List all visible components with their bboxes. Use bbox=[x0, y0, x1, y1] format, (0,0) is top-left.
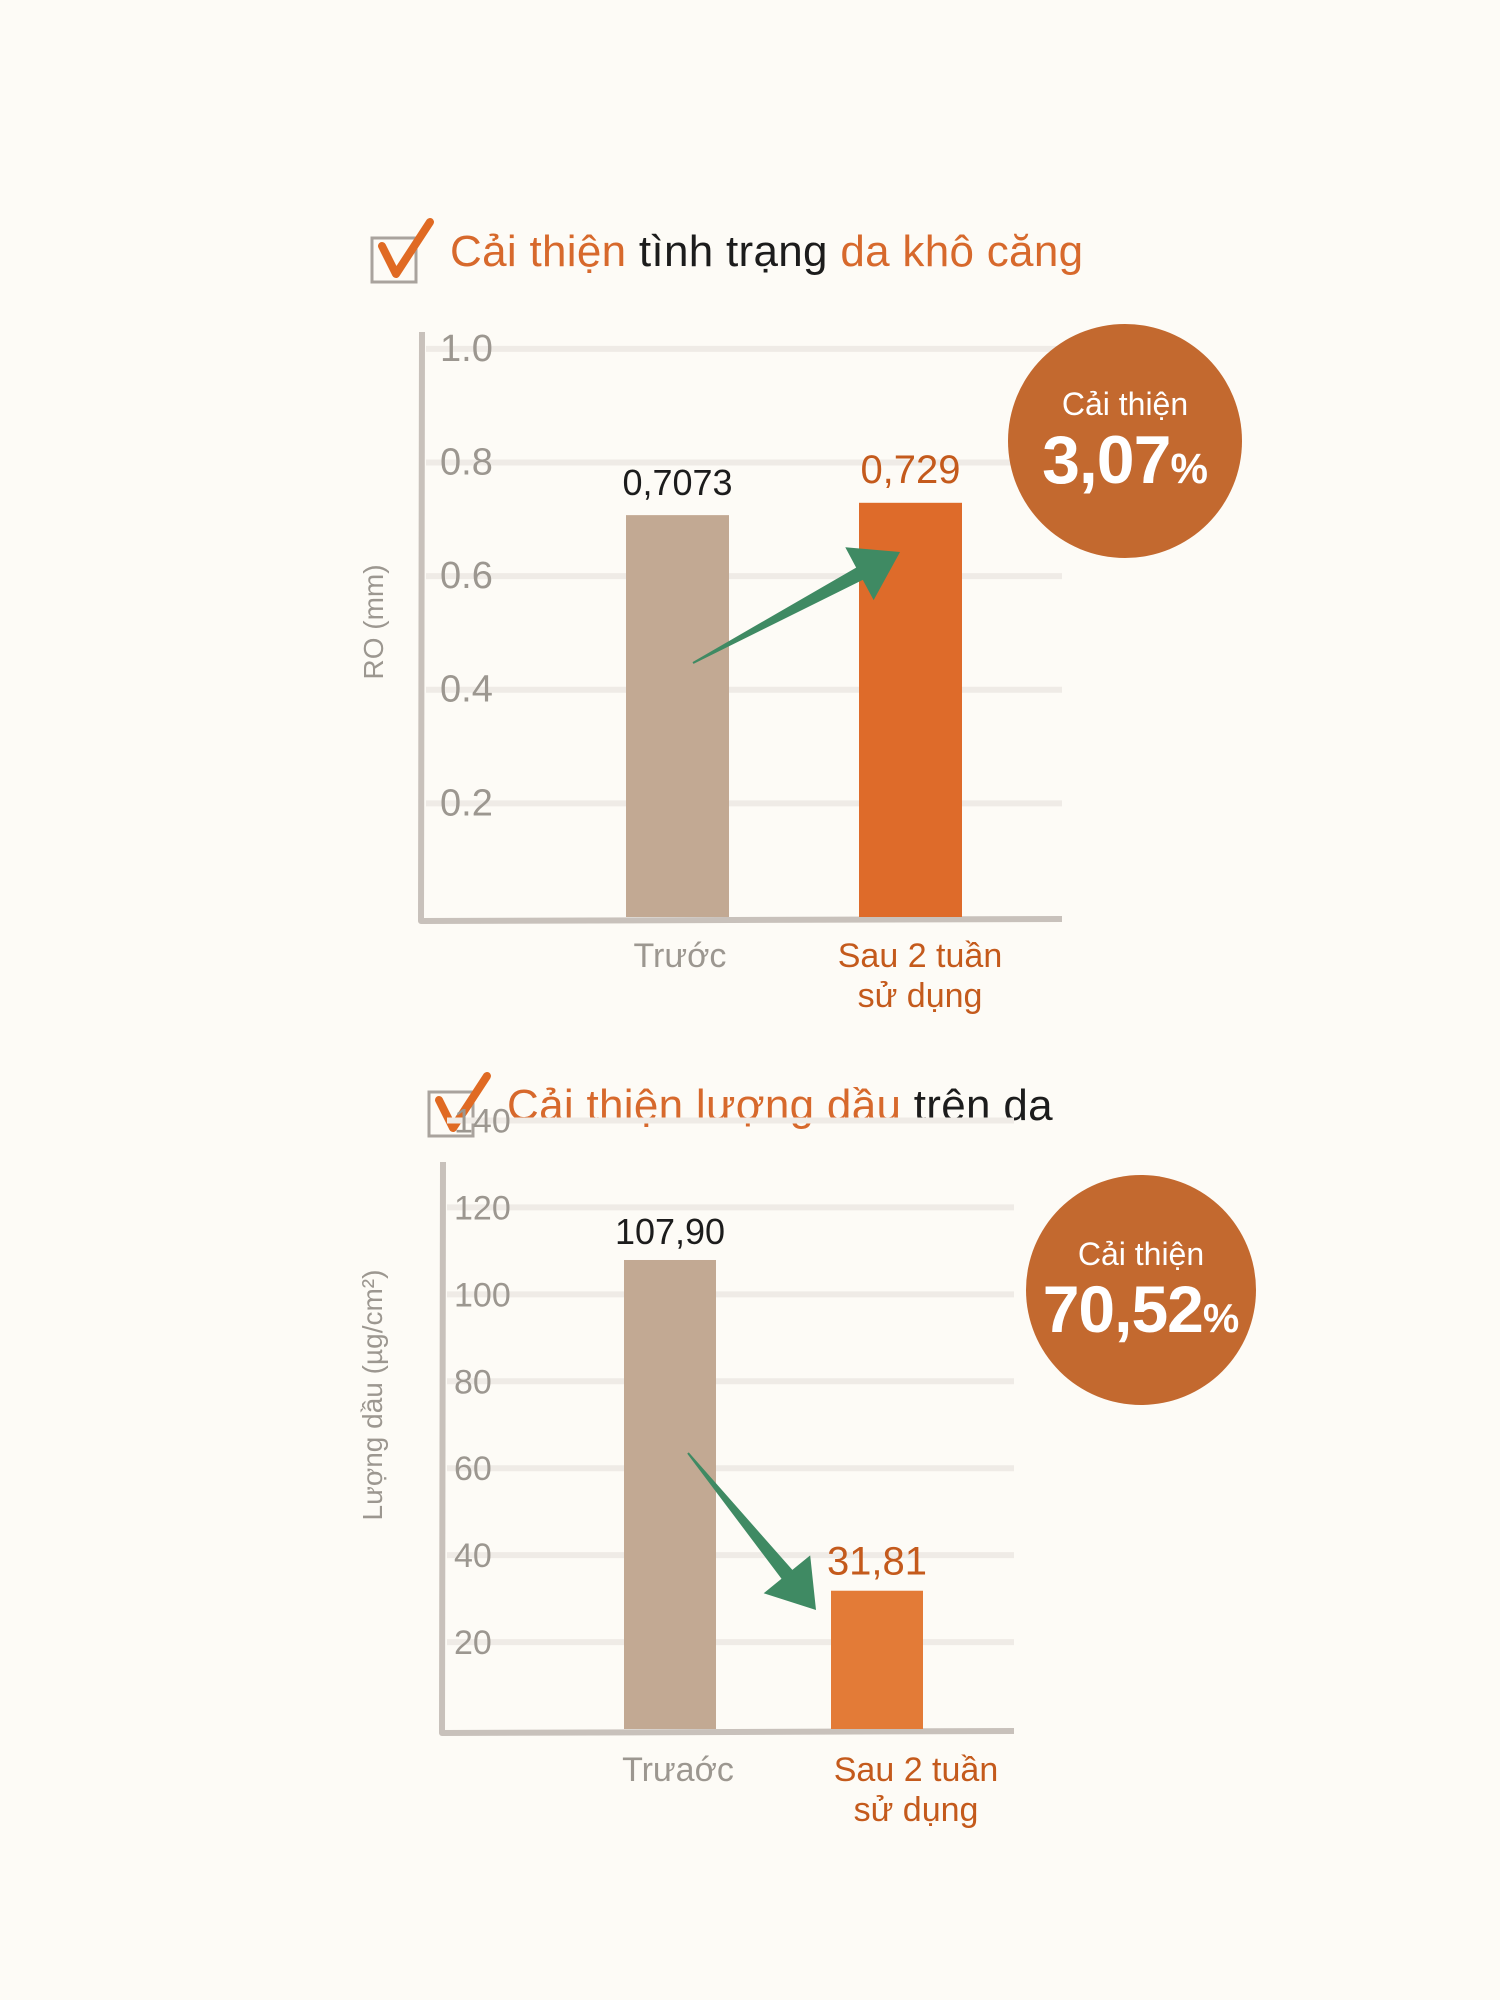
chart-section-oil: Cải thiện lượng dầu trên da 20 40 60 80 100 1… bbox=[0, 1050, 1500, 2000]
checkbox-check-icon bbox=[427, 1072, 491, 1138]
chart2-y-tick-label: 40 bbox=[454, 1537, 492, 1575]
chart2-trend-arrow bbox=[687, 1452, 816, 1610]
chart1-improvement-badge: Cải thiện 3,07% bbox=[1008, 324, 1242, 558]
chart1-axis bbox=[418, 331, 1063, 924]
chart1-y-tick-label: 0.8 bbox=[440, 441, 493, 483]
chart1-badge-unit: % bbox=[1170, 445, 1208, 492]
chart1-value-label-after: 0,729 bbox=[860, 448, 960, 492]
chart1-y-tick-label: 0.2 bbox=[440, 782, 493, 824]
chart1-category-after: Sau 2 tuần sử dụng bbox=[790, 936, 1050, 1016]
chart-section-dry-skin: Cải thiện tình trạng da khô căng 0.2 0.4 0… bbox=[358, 216, 1242, 1016]
chart2-y-tick-label: 100 bbox=[454, 1276, 511, 1314]
chart2-badge-value: 70,52% bbox=[1043, 1276, 1240, 1342]
chart1-heading-highlight1: Cải thiện bbox=[450, 227, 627, 276]
chart1-trend-arrow bbox=[692, 547, 900, 664]
chart2-value-label-after: 31,81 bbox=[827, 1540, 927, 1584]
chart2-y-tick-label: 120 bbox=[454, 1189, 511, 1227]
chart1-heading: Cải thiện tình trạng da khô căng bbox=[368, 216, 1083, 288]
chart1-category-before-line: Trước bbox=[633, 937, 727, 975]
chart1-y-axis-label: RO (mm) bbox=[358, 564, 389, 679]
chart2-category-before-line: Trưaớc bbox=[622, 1751, 734, 1789]
chart2-y-axis-label: Lượng dầu (µg/cm²) bbox=[357, 1270, 388, 1521]
chart1-y-tick-label: 0.4 bbox=[440, 669, 493, 711]
chart2-badge-number: 70,52 bbox=[1042, 1272, 1204, 1346]
chart1-badge-number: 3,07 bbox=[1042, 422, 1171, 498]
chart1-value-label-before: 0,7073 bbox=[622, 462, 732, 503]
chart1-plot: 0.2 0.4 0.6 0.8 1.0 RO (mm) 0,7073 0,729 bbox=[358, 328, 1063, 924]
chart2-y-tick-label: 60 bbox=[454, 1450, 492, 1488]
chart2-badge-label: Cải thiện bbox=[1077, 1236, 1205, 1272]
chart2-plot: 20 40 60 80 100 120 140 Lượng dầu (µg/cm²) 107,9… bbox=[357, 1102, 1015, 1736]
chart1-badge-value: 3,07% bbox=[1042, 426, 1208, 494]
chart1-category-after-line1: Sau 2 tuần bbox=[837, 937, 1003, 975]
chart2-category-after-line1: Sau 2 tuần bbox=[833, 1751, 999, 1789]
chart1-y-tick-label: 1.0 bbox=[440, 328, 493, 370]
chart1-heading-plain: tình trạng bbox=[638, 227, 828, 276]
chart2-value-label-before: 107,90 bbox=[615, 1211, 725, 1252]
chart2-bar-after bbox=[831, 1590, 923, 1729]
chart1-category-before: Trước bbox=[580, 936, 780, 976]
chart2-bar-before bbox=[624, 1259, 716, 1729]
chart1-bar-before bbox=[626, 515, 729, 917]
checkbox-check-icon bbox=[370, 218, 434, 284]
chart1-y-tick-label: 0.6 bbox=[440, 555, 493, 597]
chart1-badge-label: Cải thiện bbox=[1061, 386, 1189, 422]
chart2-badge-unit: % bbox=[1202, 1295, 1240, 1341]
chart2-axis bbox=[439, 1161, 1015, 1736]
chart2-y-tick-label: 80 bbox=[454, 1363, 492, 1401]
chart2-category-before: Trưaớc bbox=[578, 1750, 778, 1790]
chart2-improvement-badge: Cải thiện 70,52% bbox=[1026, 1175, 1256, 1405]
chart2-y-tick-label: 140 bbox=[454, 1102, 511, 1140]
chart2-category-after-line2: sử dụng bbox=[853, 1791, 979, 1829]
chart1-heading-highlight2: da khô căng bbox=[840, 227, 1084, 276]
chart2-category-after: Sau 2 tuần sử dụng bbox=[786, 1750, 1046, 1830]
chart2-y-tick-label: 20 bbox=[454, 1624, 492, 1662]
chart1-category-after-line2: sử dụng bbox=[857, 977, 983, 1015]
